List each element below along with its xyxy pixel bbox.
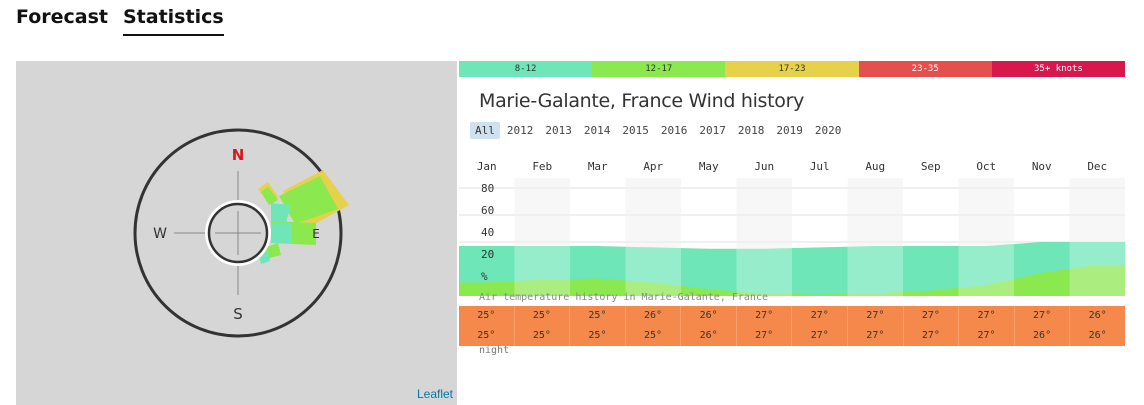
legend-item-8-12: 8-12 bbox=[459, 61, 593, 77]
year-option-all[interactable]: All bbox=[470, 122, 500, 139]
month-label: Sep bbox=[920, 160, 941, 173]
day-temp-cell: 27° bbox=[1015, 306, 1071, 326]
year-option[interactable]: 2020 bbox=[814, 124, 842, 137]
day-temp-cell: 26° bbox=[681, 306, 737, 326]
day-temp-cell: 26° bbox=[626, 306, 682, 326]
night-temp-cell: 27° bbox=[792, 326, 849, 346]
y-tick-label: 20 bbox=[481, 248, 495, 261]
day-temp-cell: 25° bbox=[459, 306, 515, 326]
day-temp-cell: 27° bbox=[848, 306, 904, 326]
y-tick-label: 60 bbox=[481, 204, 495, 217]
month-column-highlight bbox=[625, 178, 681, 296]
page-title: Marie-Galante, France Wind history bbox=[479, 90, 805, 112]
legend-item-23-35: 23-35 bbox=[858, 61, 992, 77]
month-label: Oct bbox=[976, 160, 997, 173]
year-option[interactable]: 2019 bbox=[776, 124, 803, 137]
month-label: Jan bbox=[476, 160, 497, 173]
day-temp-cell: 25° bbox=[570, 306, 626, 326]
legend-item-12-17: 12-17 bbox=[592, 61, 726, 77]
month-label: Jun bbox=[754, 160, 775, 173]
month-label: Feb bbox=[532, 160, 553, 173]
year-option[interactable]: 2017 bbox=[699, 124, 726, 137]
day-temp-cell: 27° bbox=[792, 306, 849, 326]
day-temp-cell: 25° bbox=[515, 306, 571, 326]
night-temp-cell: 25° bbox=[515, 326, 571, 346]
night-temperature-row: 25° 25° 25° 25° 26° 27° 27° 27° 27° 27° … bbox=[459, 326, 1125, 346]
day-temp-cell: 27° bbox=[737, 306, 793, 326]
month-label: May bbox=[698, 160, 719, 173]
month-label: Nov bbox=[1031, 160, 1052, 173]
wind-history-chart bbox=[459, 178, 1125, 296]
compass-east-label: E bbox=[312, 227, 320, 241]
day-temp-cell: 27° bbox=[959, 306, 1015, 326]
day-temp-cell: 27° bbox=[904, 306, 960, 326]
day-temperature-row: 25° 25° 25° 26° 26° 27° 27° 27° 27° 27° … bbox=[459, 306, 1125, 326]
day-temp-cell: 26° bbox=[1088, 310, 1107, 321]
air-temperature-label: Air temperature history in Marie-Galante… bbox=[479, 292, 768, 303]
legend-item-17-23: 17-23 bbox=[725, 61, 859, 77]
month-column-highlight bbox=[847, 178, 903, 296]
series-area bbox=[459, 264, 1125, 296]
year-option[interactable]: 2018 bbox=[737, 124, 765, 137]
night-temp-cell: 27° bbox=[904, 326, 960, 346]
night-temp-cell: 25° bbox=[626, 326, 682, 346]
year-option[interactable]: 2014 bbox=[583, 124, 611, 137]
month-header: Jan Feb Mar Apr May Jun Jul Aug Sep Oct … bbox=[459, 160, 1125, 173]
month-label: Aug bbox=[865, 160, 886, 173]
night-temp-cell: 25° bbox=[459, 326, 515, 346]
compass-ring bbox=[133, 128, 343, 338]
month-column-highlight bbox=[1069, 178, 1125, 296]
month-column-highlight bbox=[514, 178, 570, 296]
compass-north-label: N bbox=[232, 146, 245, 164]
leaflet-attribution-link[interactable]: Leaflet bbox=[416, 387, 453, 401]
legend-item-35-plus: 35+ knots bbox=[991, 61, 1126, 77]
compass-west-label: W bbox=[153, 226, 167, 242]
wind-rose-map[interactable]: N S W E Leaflet bbox=[16, 61, 457, 405]
night-temp-cell: 26° bbox=[681, 326, 737, 346]
wind-speed-legend: 8-12 12-17 17-23 23-35 35+ knots bbox=[459, 61, 1126, 77]
year-option[interactable]: 2013 bbox=[545, 124, 572, 137]
month-label: Jul bbox=[809, 160, 830, 173]
y-tick-label: 80 bbox=[481, 182, 495, 195]
month-column-highlight bbox=[736, 178, 792, 296]
wind-rose: N S W E bbox=[133, 128, 349, 338]
night-label: night bbox=[479, 345, 510, 356]
year-option[interactable]: 2016 bbox=[660, 124, 688, 137]
night-temp-cell: 27° bbox=[959, 326, 1015, 346]
wind-rose-petals bbox=[258, 170, 349, 264]
year-selector: All 2012 2013 2014 2015 2016 2017 2018 2… bbox=[470, 122, 848, 139]
night-temp-cell: 27° bbox=[848, 326, 904, 346]
night-temp-cell: 27° bbox=[737, 326, 793, 346]
compass-south-label: S bbox=[233, 305, 243, 323]
tab-statistics[interactable]: Statistics bbox=[123, 6, 224, 36]
y-tick-label: 40 bbox=[481, 226, 495, 239]
month-label: Mar bbox=[587, 160, 608, 173]
night-temp-cell: 25° bbox=[570, 326, 626, 346]
night-temp-cell: 26° bbox=[1015, 326, 1071, 346]
night-temp-cell: 26° bbox=[1088, 330, 1107, 341]
month-label: Dec bbox=[1087, 160, 1108, 173]
y-unit-label: % bbox=[481, 270, 488, 283]
tab-forecast[interactable]: Forecast bbox=[16, 6, 108, 28]
year-option[interactable]: 2015 bbox=[622, 124, 649, 137]
year-option[interactable]: 2012 bbox=[506, 124, 534, 137]
month-label: Apr bbox=[643, 160, 664, 173]
month-column-highlight bbox=[958, 178, 1014, 296]
